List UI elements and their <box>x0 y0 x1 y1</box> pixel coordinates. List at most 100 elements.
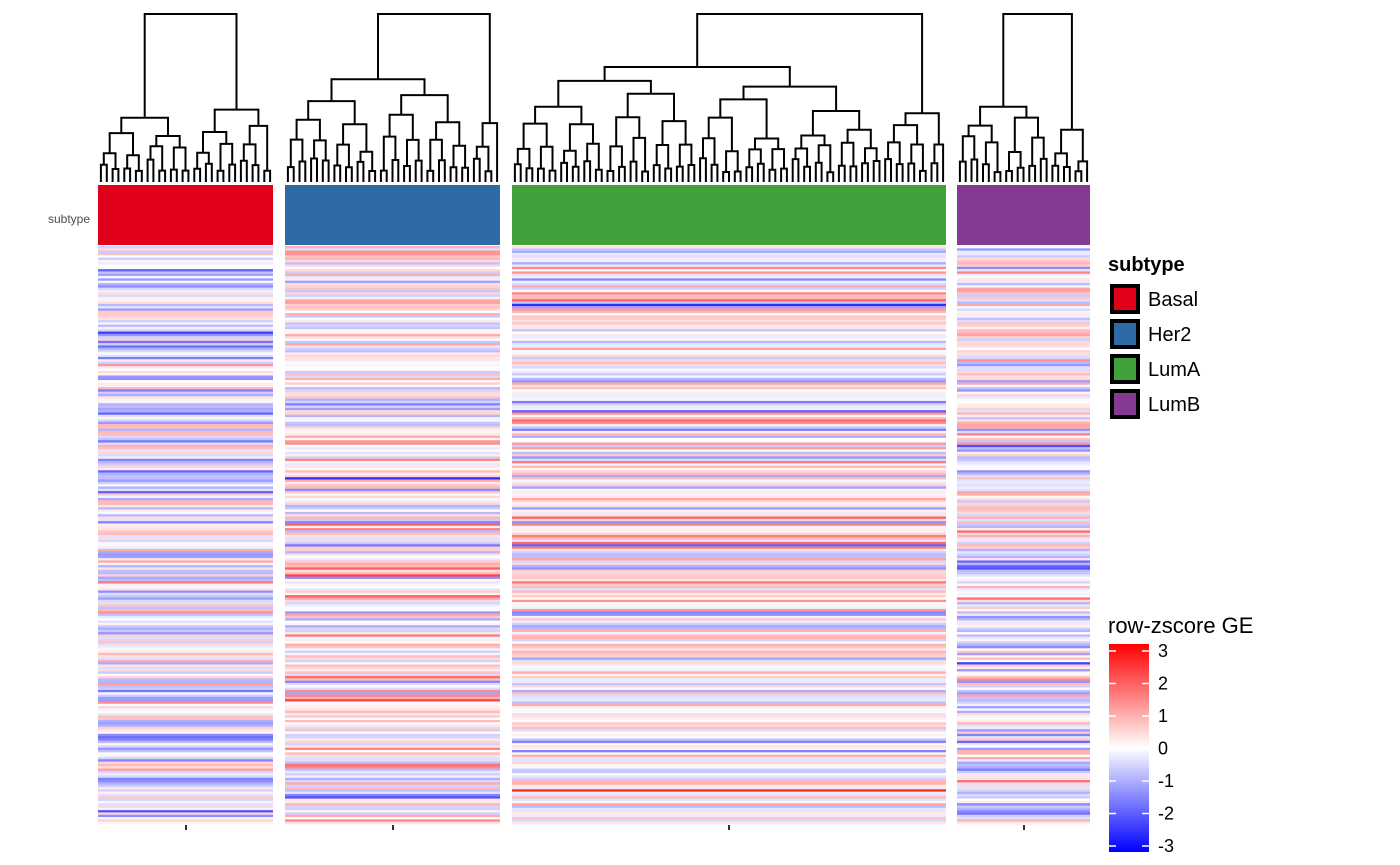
heatmap-cell <box>285 252 500 256</box>
heatmap-cell <box>98 444 273 448</box>
heatmap-cell <box>957 546 1090 550</box>
heatmap-cell <box>957 463 1090 466</box>
colorbar-tick-label: 0 <box>1158 739 1168 759</box>
colorbar-legend: row-zscore GE 3 2 1 0 -1 -2 -3 <box>1108 613 1253 856</box>
heatmap-cell <box>957 567 1090 571</box>
heatmap-cell <box>285 655 500 658</box>
heatmap-cell <box>285 604 500 608</box>
heatmap-cell <box>957 389 1090 392</box>
heatmap-cell <box>512 791 946 795</box>
dendrogram-branch <box>910 143 924 171</box>
heatmap-cell <box>957 780 1090 783</box>
heatmap-cell <box>285 419 500 423</box>
heatmap-cell <box>285 278 500 282</box>
heatmap-cell <box>285 618 500 621</box>
dendrogram-branch <box>239 159 248 182</box>
heatmap-cell <box>285 495 500 499</box>
heatmap-cell <box>512 817 946 820</box>
dendrogram-branch <box>840 141 855 167</box>
heatmap-cell <box>957 440 1090 443</box>
heatmap-cell <box>98 599 273 603</box>
heatmap-cell <box>98 259 273 263</box>
heatmap-cell <box>957 817 1090 820</box>
heatmap-cell <box>285 440 500 443</box>
heatmap-cell <box>512 435 946 439</box>
heatmap-cell <box>285 699 500 702</box>
heatmap-cell <box>285 356 500 360</box>
heatmap-cell <box>98 639 273 642</box>
heatmap-cell <box>98 433 273 436</box>
dendrogram-branch <box>248 124 269 171</box>
heatmap-cell <box>285 528 500 531</box>
heatmap-cell <box>957 560 1090 564</box>
dendrogram-branch <box>606 170 615 182</box>
heatmap-cell <box>957 461 1090 464</box>
heatmap-cell <box>98 472 273 476</box>
dendrogram-branch <box>102 152 117 169</box>
heatmap-cell <box>957 285 1090 288</box>
dendrogram-branch <box>213 108 260 132</box>
heatmap-cell <box>512 417 946 420</box>
dendrogram-branch <box>406 138 420 166</box>
heatmap-cell <box>957 685 1090 688</box>
colorbar-tick-label: 2 <box>1158 674 1168 694</box>
heatmap-cell <box>512 523 946 527</box>
heatmap-cell <box>512 743 946 746</box>
heatmap-cell <box>98 477 273 480</box>
dendrogram-branch <box>725 150 739 172</box>
heatmap-cell <box>957 803 1090 806</box>
heatmap-cell <box>98 701 273 705</box>
heatmap-cell <box>285 724 500 728</box>
heatmap-cell <box>285 250 500 254</box>
heatmap-cell <box>512 558 946 561</box>
heatmap-cell <box>512 419 946 423</box>
dendrogram-branch <box>342 123 368 152</box>
heatmap-cell <box>957 773 1090 776</box>
heatmap-cell <box>98 615 273 619</box>
heatmap-cell <box>512 807 946 811</box>
heatmap-cell <box>512 271 946 275</box>
heatmap-cell <box>98 620 273 624</box>
heatmap-cell <box>98 662 273 665</box>
heatmap-cell <box>957 703 1090 707</box>
dendrogram-branch <box>563 149 577 167</box>
heatmap-cell <box>957 715 1090 718</box>
heatmap-cell <box>285 632 500 635</box>
heatmap-cell <box>98 761 273 765</box>
heatmap-cell <box>98 289 273 293</box>
heatmap-cell <box>957 373 1090 376</box>
heatmap-cell <box>957 562 1090 566</box>
heatmap-cell <box>285 546 500 550</box>
dendrogram-branch <box>377 13 491 124</box>
heatmap-cell <box>957 750 1090 753</box>
heatmap-cell <box>957 574 1090 577</box>
heatmap-cell <box>957 743 1090 746</box>
heatmap-cell <box>957 454 1090 457</box>
heatmap-cell <box>285 477 500 480</box>
dendrogram-branch <box>826 171 835 182</box>
heatmap-cell <box>512 659 946 663</box>
heatmap-cell <box>957 486 1090 490</box>
heatmap-cell <box>98 391 273 395</box>
heatmap-cell <box>98 676 273 679</box>
heatmap-cell <box>957 717 1090 721</box>
heatmap-cell <box>285 636 500 640</box>
heatmap-cell <box>98 782 273 786</box>
heatmap-cell <box>285 548 500 552</box>
heatmap-cell <box>957 491 1090 494</box>
heatmap-cell <box>512 736 946 739</box>
heatmap-cell <box>512 715 946 718</box>
heatmap-cell <box>957 611 1090 614</box>
heatmap-cell <box>512 643 946 647</box>
heatmap-cell <box>98 382 273 386</box>
heatmap-cell <box>512 694 946 698</box>
heatmap-cell <box>512 752 946 755</box>
heatmap-cell <box>512 770 946 774</box>
heatmap-cell <box>512 611 946 614</box>
heatmap-panel-lumb <box>957 246 1090 825</box>
heatmap-cell <box>512 361 946 365</box>
heatmap-cell <box>957 738 1090 742</box>
heatmap-cell <box>98 336 273 339</box>
heatmap-cell <box>512 350 946 353</box>
dendrogram-branch <box>193 167 202 182</box>
